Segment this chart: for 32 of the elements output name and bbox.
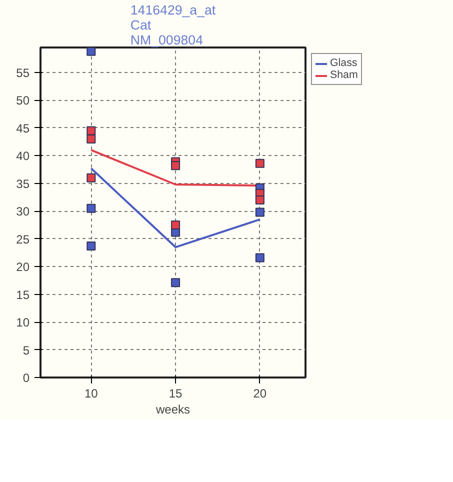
point <box>255 158 264 168</box>
y-tick-label: 20 <box>16 260 30 274</box>
y-tick-label: 50 <box>16 94 30 108</box>
point <box>86 134 96 144</box>
point <box>86 126 96 136</box>
point <box>171 220 180 230</box>
y-tick-label: 55 <box>16 66 30 80</box>
point <box>255 196 264 205</box>
y-tick-label: 5 <box>22 343 30 358</box>
y-tick-label: 10 <box>16 316 30 330</box>
y-tick-label: 0 <box>22 371 30 385</box>
x-axis-title: weeks <box>154 402 190 416</box>
x-tick-label: 15 <box>168 386 183 400</box>
point <box>171 161 180 170</box>
chart-title: 1416429_a_at Cat NM_009804 <box>130 2 216 48</box>
point <box>86 204 96 213</box>
point <box>171 278 180 288</box>
y-tick-label: 35 <box>16 176 30 191</box>
y-tick-label: 30 <box>16 204 30 219</box>
point <box>255 253 264 262</box>
legend-label: Sham <box>330 69 358 81</box>
y-tick-label: 25 <box>16 232 30 246</box>
point <box>86 242 96 251</box>
point <box>255 208 264 217</box>
point <box>86 48 96 56</box>
y-tick-label: 15 <box>16 288 30 302</box>
y-tick-label: 45 <box>16 121 30 136</box>
point <box>86 173 96 182</box>
legend-label: Glass <box>330 57 358 69</box>
x-tick-label: 20 <box>253 386 267 400</box>
x-tick-label: 10 <box>84 386 98 400</box>
y-tick-label: 40 <box>16 149 30 164</box>
